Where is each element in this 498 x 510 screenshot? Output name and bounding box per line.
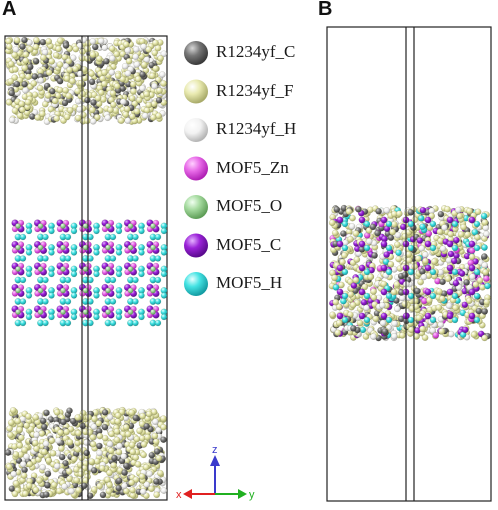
axes-triad: z x y [176, 444, 255, 501]
legend-label-mof5-o: MOF5_O [216, 196, 282, 216]
y-axis-label: y [249, 489, 255, 501]
panel-a-mof5-framework [12, 220, 168, 327]
z-axis-label: z [212, 444, 218, 456]
legend-label-r1234yf-h: R1234yf_H [216, 119, 296, 139]
legend-label-mof5-zn: MOF5_Zn [216, 158, 289, 178]
legend-swatch-mof5-h [184, 272, 208, 296]
panel-a-top-refrigerant-layer [5, 37, 167, 125]
legend-label-r1234yf-c: R1234yf_C [216, 42, 295, 62]
legend-swatch-r1234yf-c [184, 41, 208, 65]
legend-label-r1234yf-f: R1234yf_F [216, 81, 293, 101]
legend-swatch-mof5-o [184, 195, 208, 219]
panel-b-mixed-adsorption-layer [329, 205, 491, 341]
x-axis-label: x [176, 489, 182, 501]
legend-spheres [184, 41, 208, 296]
legend-swatch-mof5-zn [184, 157, 208, 181]
legend-swatch-r1234yf-f [184, 80, 208, 104]
legend-swatch-r1234yf-h [184, 118, 208, 142]
legend-label-mof5-c: MOF5_C [216, 235, 281, 255]
legend-swatch-mof5-c [184, 234, 208, 258]
panel-a-bottom-refrigerant-layer [5, 407, 167, 499]
legend-label-mof5-h: MOF5_H [216, 273, 282, 293]
